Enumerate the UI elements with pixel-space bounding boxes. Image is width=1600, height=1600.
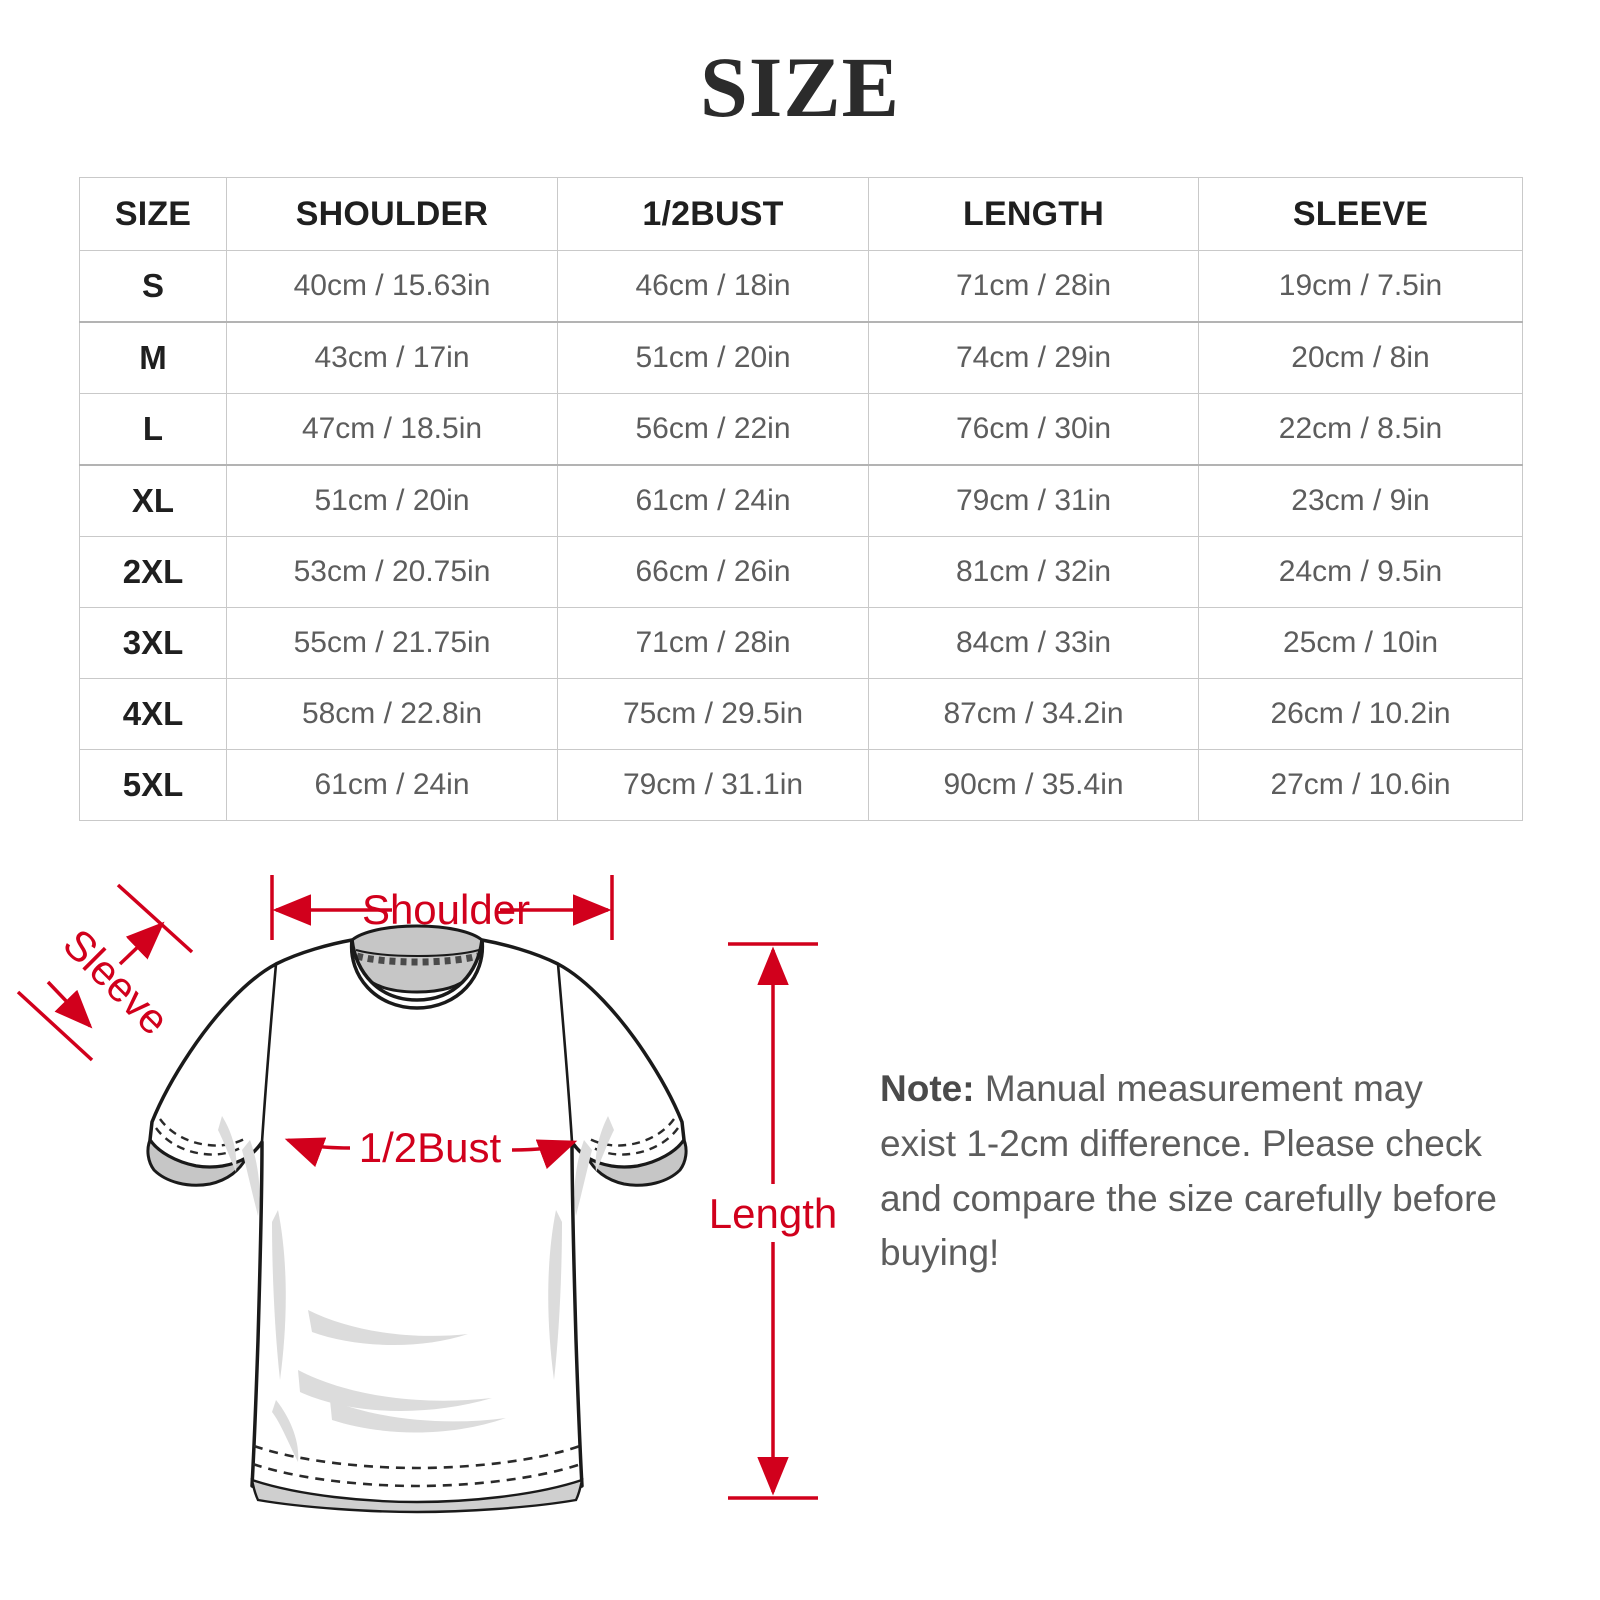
sleeve-tick-upper: [116, 883, 194, 954]
table-row: 4XL 58cm / 22.8in 75cm / 29.5in 87cm / 3…: [79, 678, 1523, 750]
cell-shoulder: 40cm / 15.63in: [226, 250, 558, 323]
cell-shoulder: 47cm / 18.5in: [226, 393, 558, 466]
size-chart-table-container: SIZE SHOULDER 1/2BUST LENGTH SLEEVE S 40…: [79, 177, 1523, 821]
cell-sleeve: 20cm / 8in: [1198, 321, 1523, 394]
table-header-row: SIZE SHOULDER 1/2BUST LENGTH SLEEVE: [79, 177, 1523, 251]
cell-sleeve: 23cm / 9in: [1198, 464, 1523, 537]
sleeve-label: Sleeve: [54, 920, 178, 1044]
cell-sleeve: 25cm / 10in: [1198, 607, 1523, 679]
sleeve-arrow-lower: [46, 980, 93, 1029]
table-row: 2XL 53cm / 20.75in 66cm / 26in 81cm / 32…: [79, 536, 1523, 608]
shoulder-seam-right: [556, 963, 574, 1143]
table-row: L 47cm / 18.5in 56cm / 22in 76cm / 30in …: [79, 393, 1523, 466]
cell-length: 84cm / 33in: [868, 607, 1199, 679]
size-chart-table: SIZE SHOULDER 1/2BUST LENGTH SLEEVE S 40…: [79, 177, 1523, 821]
cell-size: L: [79, 393, 227, 466]
sleeve-cuff-right-stitch-inner: [585, 1118, 675, 1147]
cell-bust: 61cm / 24in: [557, 464, 869, 537]
cell-size: S: [79, 250, 227, 323]
bust-label: 1/2Bust: [359, 1124, 502, 1171]
cell-sleeve: 19cm / 7.5in: [1198, 250, 1523, 323]
shoulder-measurement-annotation: Shoulder: [270, 875, 614, 940]
cell-bust: 66cm / 26in: [557, 536, 869, 608]
cell-bust: 79cm / 31.1in: [557, 749, 869, 821]
hem-stitch-upper: [253, 1444, 581, 1470]
cell-sleeve: 26cm / 10.2in: [1198, 678, 1523, 750]
sleeve-measurement-annotation: Sleeve: [16, 883, 194, 1062]
cell-size: 2XL: [79, 536, 227, 608]
cell-shoulder: 58cm / 22.8in: [226, 678, 558, 750]
table-row: S 40cm / 15.63in 46cm / 18in 71cm / 28in…: [79, 250, 1523, 323]
shoulder-seam-left: [260, 963, 278, 1143]
cell-length: 81cm / 32in: [868, 536, 1199, 608]
column-header-sleeve: SLEEVE: [1198, 177, 1523, 251]
table-row: 3XL 55cm / 21.75in 71cm / 28in 84cm / 33…: [79, 607, 1523, 679]
note-label: Note:: [880, 1068, 975, 1109]
cell-size: 4XL: [79, 678, 227, 750]
collar-stitch-band-edge: [355, 949, 480, 957]
hem-underside-shadow: [250, 1478, 584, 1514]
page-title: SIZE: [699, 39, 901, 135]
collar-outer-rim: [349, 939, 485, 1010]
note-block: Note: Manual measurement may exist 1-2cm…: [880, 1062, 1500, 1281]
cell-length: 76cm / 30in: [868, 393, 1199, 466]
cell-shoulder: 53cm / 20.75in: [226, 536, 558, 608]
cell-length: 74cm / 29in: [868, 321, 1199, 394]
cell-length: 71cm / 28in: [868, 250, 1199, 323]
cell-size: 3XL: [79, 607, 227, 679]
sleeve-arrow-upper: [118, 921, 165, 966]
cell-sleeve: 24cm / 9.5in: [1198, 536, 1523, 608]
bust-measurement-annotation: 1/2Bust: [284, 1124, 578, 1171]
sleeve-cuff-left-fill: [146, 1136, 250, 1187]
column-header-shoulder: SHOULDER: [226, 177, 558, 251]
table-row: M 43cm / 17in 51cm / 20in 74cm / 29in 20…: [79, 321, 1523, 394]
fabric-wrinkles: [218, 1116, 614, 1462]
column-header-size: SIZE: [79, 177, 227, 251]
cell-bust: 56cm / 22in: [557, 393, 869, 466]
cell-shoulder: 61cm / 24in: [226, 749, 558, 821]
cell-bust: 75cm / 29.5in: [557, 678, 869, 750]
cell-length: 90cm / 35.4in: [868, 749, 1199, 821]
length-measurement-annotation: Length: [709, 942, 837, 1500]
cell-size: XL: [79, 464, 227, 537]
bust-arrow-left: [284, 1137, 351, 1168]
length-label: Length: [709, 1190, 837, 1237]
sleeve-cuff-right-fill: [584, 1136, 688, 1187]
note-text: Manual measurement may exist 1-2cm diffe…: [880, 1068, 1498, 1274]
column-header-bust: 1/2BUST: [557, 177, 869, 251]
cell-bust: 46cm / 18in: [557, 250, 869, 323]
cell-length: 79cm / 31in: [868, 464, 1199, 537]
tshirt-illustration: [146, 924, 688, 1514]
cell-sleeve: 27cm / 10.6in: [1198, 749, 1523, 821]
table-row: 5XL 61cm / 24in 79cm / 31.1in 90cm / 35.…: [79, 749, 1523, 821]
cell-bust: 51cm / 20in: [557, 321, 869, 394]
table-row: XL 51cm / 20in 61cm / 24in 79cm / 31in 2…: [79, 464, 1523, 537]
bust-arrow-right: [511, 1139, 578, 1170]
sleeve-cuff-left-stitch-inner: [159, 1118, 249, 1147]
cell-shoulder: 55cm / 21.75in: [226, 607, 558, 679]
sleeve-tick-lower: [16, 990, 94, 1062]
cell-bust: 71cm / 28in: [557, 607, 869, 679]
hem-stitch-lower: [252, 1462, 582, 1488]
cell-size: 5XL: [79, 749, 227, 821]
column-header-length: LENGTH: [868, 177, 1199, 251]
measurement-diagram: Shoulder Sleeve 1/2Bust Length: [0, 840, 860, 1580]
cell-shoulder: 51cm / 20in: [226, 464, 558, 537]
cell-shoulder: 43cm / 17in: [226, 321, 558, 394]
shoulder-label: Shoulder: [362, 886, 530, 933]
cell-sleeve: 22cm / 8.5in: [1198, 393, 1523, 466]
cell-size: M: [79, 321, 227, 394]
collar-stitch-band: [356, 952, 479, 966]
cell-length: 87cm / 34.2in: [868, 678, 1199, 750]
